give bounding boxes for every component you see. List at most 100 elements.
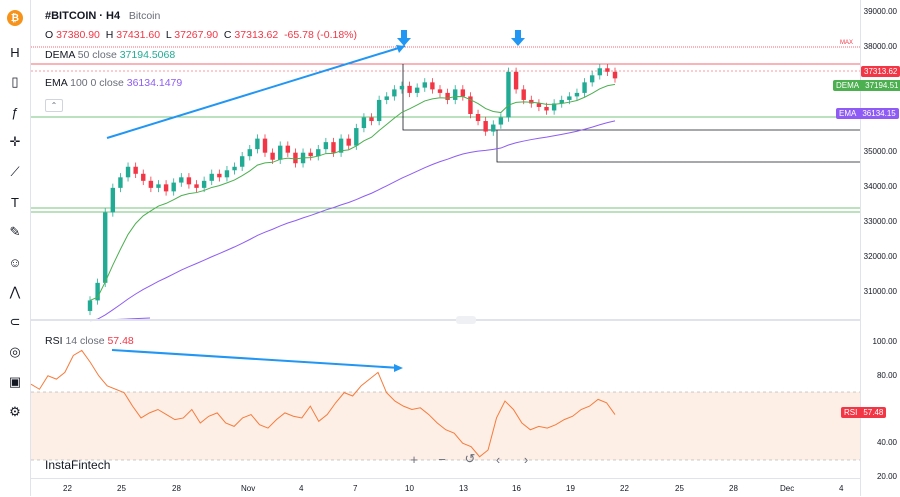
rsi-band [31, 392, 860, 460]
collapse-legend-button[interactable]: ⌃ [45, 99, 63, 112]
candle-body [506, 71, 511, 118]
trendline-icon[interactable]: ⟋ [10, 164, 20, 179]
scroll-right-button[interactable]: › [523, 451, 529, 467]
dema-legend[interactable]: DEMA 50 close 37194.5068 [45, 49, 175, 61]
ema-line [89, 120, 616, 322]
time-tick: 13 [459, 484, 468, 493]
candle-body [544, 106, 549, 111]
candle-body [194, 184, 199, 188]
zoom-in-button[interactable]: + [410, 451, 418, 467]
indicators-icon[interactable]: ƒ [11, 104, 19, 120]
ema-legend[interactable]: EMA 100 0 close 36134.1479 [45, 77, 182, 89]
candle-body [521, 89, 526, 100]
candle-body [148, 180, 154, 188]
pane-resize-handle[interactable] [456, 316, 476, 324]
candle-body [445, 92, 450, 100]
scroll-left-button[interactable]: ‹ [495, 451, 501, 467]
rsi-line [30, 349, 616, 458]
candle-body [141, 173, 146, 181]
crosshair-icon[interactable]: ✛ [9, 134, 21, 149]
bitcoin-logo-icon[interactable]: ₿ [5, 8, 25, 28]
timeframe[interactable]: H4 [106, 10, 121, 22]
price-change: -65.78 (-0.18%) [284, 29, 358, 41]
candle-body [567, 96, 572, 100]
candle-body [118, 177, 123, 188]
candle-body [156, 184, 161, 188]
price-tick: 39000.00 [863, 7, 897, 16]
zoom-out-button[interactable]: − [438, 451, 446, 467]
price-tick: 34000.00 [863, 182, 897, 191]
hide-drawings-icon[interactable]: ◎ [9, 344, 21, 359]
rsi-tick: 100.00 [872, 337, 897, 346]
candle-body [201, 180, 207, 188]
rsi-params: 14 close [65, 335, 105, 347]
candle-body [285, 145, 291, 153]
candle-body [589, 75, 595, 83]
rsi-divergence-arrow [111, 349, 401, 369]
candle-body [407, 85, 412, 93]
candle-body [278, 145, 283, 160]
rsi-legend[interactable]: RSI 14 close 57.48 [45, 335, 134, 347]
candle-body [354, 128, 359, 146]
candle-body [125, 166, 131, 178]
time-axis[interactable] [31, 478, 860, 497]
symbol-name[interactable]: #BITCOIN [45, 10, 97, 22]
time-tick: 7 [353, 484, 358, 493]
candle-body [262, 138, 268, 153]
rsi-tick: 20.00 [876, 472, 897, 481]
candle-body [597, 68, 602, 76]
candles-group [87, 64, 618, 316]
candle-body [574, 92, 580, 97]
candle-body [529, 99, 534, 104]
candle-body [460, 89, 466, 97]
watermark: InstaFintech [45, 458, 111, 472]
candle-body [392, 89, 397, 97]
rsi-value: 57.48 [107, 335, 134, 347]
emoji-icon[interactable]: ☺ [8, 254, 22, 270]
candle-body [323, 142, 329, 150]
price-tick: 33000.00 [863, 217, 897, 226]
candle-body [110, 187, 116, 213]
reset-chart-button[interactable]: ↺ [464, 451, 476, 466]
dema-line [89, 83, 616, 301]
time-tick: 16 [512, 484, 521, 493]
candle-body [163, 184, 169, 192]
symbol-legend: #BITCOIN · H4 Bitcoin [45, 10, 161, 22]
open-label: O [45, 29, 54, 41]
text-tool-icon[interactable]: T [11, 194, 19, 210]
time-tick: 22 [620, 484, 629, 493]
ema-name: EMA [45, 77, 68, 89]
lock-icon[interactable]: ▣ [8, 374, 22, 389]
high-label: H [105, 29, 114, 41]
brush-icon[interactable]: ✎ [9, 224, 21, 239]
time-tick: Nov [241, 484, 256, 493]
candles-icon[interactable]: ▯ [11, 74, 19, 89]
candle-body [186, 177, 192, 185]
candle-body [453, 89, 458, 100]
candle-body [414, 87, 420, 93]
candle-body [612, 71, 618, 79]
settings-icon[interactable]: ⚙ [9, 404, 21, 419]
dema-price-tag: DEMA 37194.51 [833, 80, 900, 91]
time-tick: 4 [839, 484, 844, 493]
time-tick: 4 [299, 484, 304, 493]
time-tick: 19 [566, 484, 575, 493]
candle-body [247, 149, 252, 157]
candle-body [103, 212, 108, 283]
candle-body [498, 117, 504, 125]
candle-body [369, 117, 374, 122]
pattern-icon[interactable]: ⋀ [9, 284, 21, 299]
candle-body [491, 124, 496, 132]
rsi-tick: 40.00 [876, 438, 897, 447]
candle-body [376, 99, 382, 122]
candle-body [483, 121, 488, 132]
trend-arrow-main [106, 45, 406, 139]
last-price-tag: 37313.62 [861, 66, 900, 77]
candle-body [179, 177, 184, 183]
dema-name: DEMA [45, 49, 75, 61]
pane-divider[interactable] [31, 319, 860, 321]
magnet-icon[interactable]: ⊂ [9, 314, 21, 329]
candle-body [308, 152, 313, 157]
bar-type-icon[interactable]: H [10, 44, 20, 60]
